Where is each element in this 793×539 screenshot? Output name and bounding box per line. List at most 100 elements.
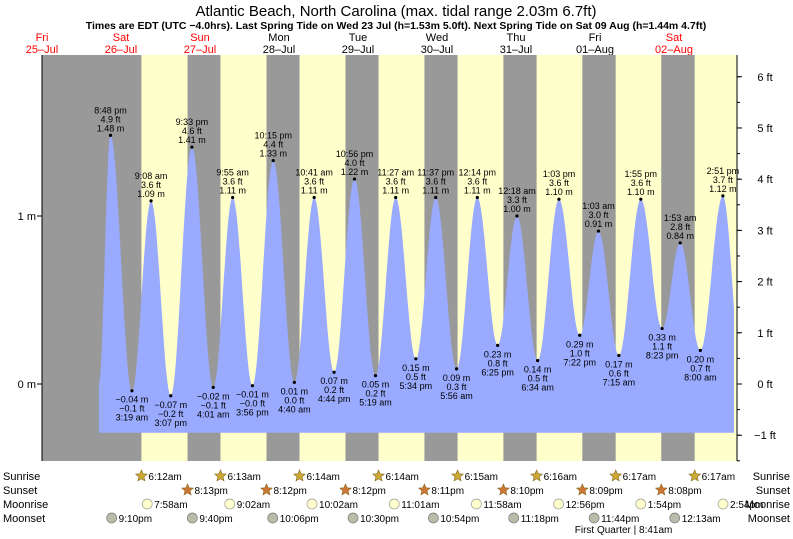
sunset-time: 8:08pm [668,486,701,497]
right-tick-label: 4 ft [757,174,772,186]
high-tide-label: 1:53 am [664,213,697,223]
low-tide-point [211,385,215,389]
low-tide-label: 0.14 m [524,364,552,374]
high-tide-label: 3.6 ft [426,177,447,187]
sunrise-time: 6:12am [148,472,181,483]
low-tide-label: −0.1 ft [119,404,145,414]
low-tide-label: 3:19 am [116,413,149,423]
low-tide-label: −0.02 m [197,391,230,401]
right-axis-bg [737,55,793,461]
moonrise-icon [717,498,729,510]
high-tide-label: 4.4 ft [263,140,284,150]
moonset-time: 11:44pm [601,514,639,525]
tide-area [98,135,734,433]
low-tide-label: 7:22 pm [563,357,596,367]
low-tide-point [660,326,664,331]
high-tide-point [557,197,561,201]
low-tide-label: 0.6 ft [609,368,630,378]
low-tide-point [130,389,134,393]
moonset-time: 10:06pm [280,514,319,525]
low-tide-point [578,333,582,337]
low-tide-label: 0.20 m [687,354,715,364]
high-tide-label: 1.11 m [219,186,246,196]
high-tide-label: 1.11 m [301,186,328,196]
moonrise-icon [553,498,564,510]
high-tide-label: 9:55 am [216,168,249,178]
high-tide-point [596,229,601,233]
high-tide-point [231,195,235,200]
sunset-time: 8:12pm [352,486,385,497]
moonrise-time: 7:58am [154,500,187,511]
moonrise-time: 9:02am [237,500,270,511]
right-tick-label: 0 ft [757,379,772,391]
day-header-date: 29–Jul [342,44,374,56]
sunrise-time: 6:15am [465,472,498,483]
right-tick-label: 6 ft [757,72,772,84]
low-tide-label: 3:56 pm [236,408,269,418]
sunset-icon [181,483,195,496]
high-tide-point [312,195,316,200]
day-header-dow: Wed [426,32,448,44]
low-tide-point [414,357,418,361]
high-tide-label: 11:37 pm [417,168,454,178]
sunrise-icon [530,469,544,482]
low-tide-label: 0.07 m [320,376,348,386]
high-tide-label: 10:56 pm [336,149,374,159]
right-tick-label: −1 ft [754,430,776,442]
moonset-icon [588,512,600,524]
low-tide-label: 0.5 ft [528,373,549,383]
chart-subtitle: Times are EDT (UTC −4.0hrs). Last Spring… [86,20,707,32]
low-tide-label: 4:44 pm [318,394,351,404]
high-tide-label: 1.33 m [259,149,287,159]
sunset-icon [417,483,431,496]
sunset-time: 8:10pm [510,486,543,497]
low-tide-point [169,394,173,398]
moonrise-time: 11:58am [483,500,521,511]
day-header-dow: Sun [190,32,210,44]
right-tick-label: 3 ft [757,225,772,237]
moonset-icon [508,512,520,524]
low-tide-label: 8:00 am [684,372,717,382]
high-tide-label: 3.7 ft [713,175,734,185]
high-tide-point [475,195,479,200]
high-tide-label: 1.22 m [341,167,369,177]
low-tide-label: 0.15 m [402,363,430,373]
high-tide-label: 10:41 am [295,168,333,178]
low-tide-label: −0.1 ft [201,400,227,410]
high-tide-label: 9:33 pm [176,117,209,127]
high-tide-label: 4.6 ft [182,126,203,136]
high-tide-label: 1:03 pm [543,169,576,179]
high-tide-point [352,177,357,181]
day-header-dow: Fri [36,32,49,44]
day-header-date: 01–Aug [576,44,614,56]
chart-title: Atlantic Beach, North Carolina (max. tid… [195,3,596,20]
low-tide-label: 5:56 am [440,391,473,401]
moonset-icon [106,512,118,524]
low-tide-label: 8:23 pm [646,351,679,361]
low-tide-label: 6:34 am [521,382,554,392]
moonrise-icon [224,498,236,510]
high-tide-label: 3.6 ft [141,180,162,190]
moonset-time: 9:40pm [199,514,232,525]
day-header-dow: Fri [589,32,602,44]
moonrise-icon [306,498,318,510]
low-tide-label: 0.29 m [566,339,594,349]
low-tide-label: 6:25 pm [481,367,514,377]
low-tide-label: 0.09 m [443,373,471,383]
day-header-dow: Mon [268,32,289,44]
moonset-time: 12:13am [682,514,721,525]
low-tide-label: 1.1 ft [652,342,673,352]
sunrise-row-label-right: Sunrise [753,471,790,483]
sunrise-icon [609,469,623,482]
moonset-time: 11:18pm [521,514,559,525]
low-tide-label: 0.8 ft [488,358,509,368]
high-tide-label: 1.11 m [464,186,491,196]
sunrise-icon [451,469,465,482]
high-tide-label: 2.8 ft [670,222,691,232]
low-tide-label: 1.0 ft [570,348,591,358]
day-header-dow: Sat [666,32,683,44]
low-tide-label: 0.23 m [484,349,512,359]
low-tide-label: −0.01 m [236,390,269,400]
low-tide-point [250,384,255,388]
